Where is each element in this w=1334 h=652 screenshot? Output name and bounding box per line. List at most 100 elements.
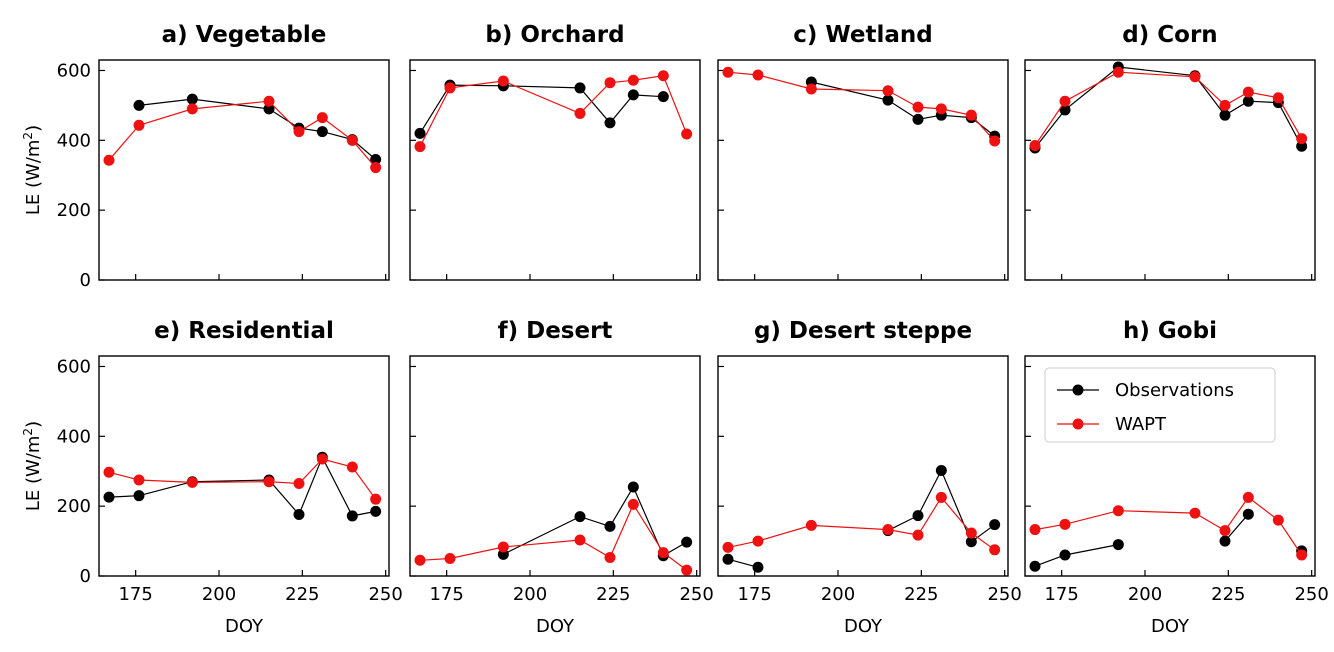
- y-axis-label-sup: 2: [21, 428, 35, 436]
- data-point-observations: [752, 561, 764, 573]
- data-point-wapt: [1219, 525, 1231, 537]
- data-point-observations: [989, 519, 1001, 531]
- series-line-wapt: [1034, 71, 1303, 146]
- x-tick-label: 175: [118, 584, 152, 605]
- data-point-wapt: [1059, 518, 1071, 530]
- data-point-observations: [186, 93, 198, 105]
- series-line-observations: [1034, 544, 1119, 567]
- data-point-wapt: [133, 119, 145, 131]
- y-tick-label: 400: [57, 130, 91, 151]
- data-point-wapt: [1242, 86, 1254, 98]
- data-point-wapt: [604, 551, 616, 563]
- series-line-observations: [887, 469, 996, 543]
- axes-frame: [409, 59, 701, 281]
- y-tick-label: 600: [57, 356, 91, 377]
- y-tick-label: 200: [57, 496, 91, 517]
- data-point-observations: [316, 126, 328, 138]
- data-point-wapt: [186, 103, 198, 115]
- x-tick-label: 200: [202, 584, 236, 605]
- x-axis-label: DOY: [536, 616, 575, 637]
- axes-frame: [98, 355, 390, 577]
- y-axis-label-main: LE (W/m: [23, 140, 44, 216]
- x-tick-label: 200: [1128, 584, 1162, 605]
- axes-frame: [1024, 59, 1316, 281]
- y-axis-label-close: ): [23, 421, 44, 428]
- x-tick-label: 250: [987, 584, 1021, 605]
- y-tick-label: 600: [57, 60, 91, 81]
- data-point-wapt: [627, 498, 639, 510]
- data-point-wapt: [574, 107, 586, 119]
- series-line-observations: [1034, 66, 1303, 149]
- axes-frame: [409, 355, 701, 577]
- data-point-observations: [1059, 104, 1071, 116]
- series-line-wapt: [727, 496, 996, 551]
- data-point-wapt: [1189, 507, 1201, 519]
- data-point-wapt: [103, 466, 115, 478]
- legend-marker-wapt: [1072, 418, 1084, 430]
- data-point-wapt: [1059, 95, 1071, 107]
- data-point-observations: [912, 113, 924, 125]
- data-point-wapt: [882, 85, 894, 97]
- data-point-observations: [133, 99, 145, 111]
- x-axis-label: DOY: [844, 616, 883, 637]
- series-line-observations: [138, 98, 377, 160]
- data-point-observations: [370, 505, 382, 517]
- y-axis-label: LE (W/m2): [21, 125, 44, 215]
- panel-6: f) Desert 175 200 225 250 DOY: [409, 318, 714, 637]
- x-axis-label: DOY: [225, 616, 264, 637]
- x-tick-label: 225: [285, 584, 319, 605]
- axes-frame: [1024, 355, 1316, 577]
- series-line-wapt: [1034, 496, 1303, 556]
- data-point-wapt: [346, 134, 358, 146]
- data-point-observations: [1242, 508, 1254, 520]
- data-point-observations: [657, 91, 669, 103]
- y-tick-label: 0: [80, 270, 91, 291]
- data-point-wapt: [657, 70, 669, 82]
- legend-label-wapt: WAPT: [1115, 414, 1167, 435]
- data-point-observations: [1059, 549, 1071, 561]
- series-line-wapt: [108, 100, 377, 168]
- panel-title: g) Desert steppe: [754, 318, 972, 344]
- data-point-wapt: [370, 162, 382, 174]
- data-point-observations: [1296, 140, 1308, 152]
- axes-frame: [717, 59, 1009, 281]
- x-tick-label: 225: [596, 584, 630, 605]
- y-tick-label: 200: [57, 200, 91, 221]
- data-point-wapt: [935, 103, 947, 115]
- data-point-observations: [414, 127, 426, 139]
- data-point-wapt: [604, 77, 616, 89]
- panel-title: f) Desert: [498, 318, 613, 344]
- data-point-observations: [574, 511, 586, 523]
- x-tick-label: 250: [679, 584, 713, 605]
- panel-title: d) Corn: [1122, 22, 1217, 48]
- data-point-wapt: [1272, 92, 1284, 104]
- data-point-observations: [627, 481, 639, 493]
- axes-frame: [717, 355, 1009, 577]
- panel-title: c) Wetland: [793, 22, 933, 48]
- panel-2: b) Orchard: [409, 22, 701, 281]
- data-point-wapt: [805, 519, 817, 531]
- data-point-wapt: [497, 75, 509, 87]
- y-tick-label: 400: [57, 426, 91, 447]
- data-point-observations: [346, 510, 358, 522]
- data-point-observations: [965, 536, 977, 548]
- x-tick-label: 225: [904, 584, 938, 605]
- data-point-wapt: [293, 126, 305, 138]
- data-point-wapt: [681, 128, 693, 140]
- series-line-observations: [1224, 513, 1249, 542]
- data-point-observations: [882, 94, 894, 106]
- series-line-observations: [108, 455, 376, 517]
- data-point-wapt: [935, 491, 947, 503]
- data-point-observations: [293, 509, 305, 521]
- data-point-observations: [1242, 95, 1254, 107]
- data-point-wapt: [1219, 99, 1231, 111]
- data-point-wapt: [1029, 524, 1041, 536]
- data-point-observations: [604, 117, 616, 129]
- x-tick-label: 200: [513, 584, 547, 605]
- panel-3: c) Wetland: [717, 22, 1009, 281]
- data-point-observations: [103, 491, 115, 503]
- data-point-observations: [133, 490, 145, 502]
- data-point-wapt: [263, 476, 275, 488]
- series-line-observations: [419, 84, 664, 134]
